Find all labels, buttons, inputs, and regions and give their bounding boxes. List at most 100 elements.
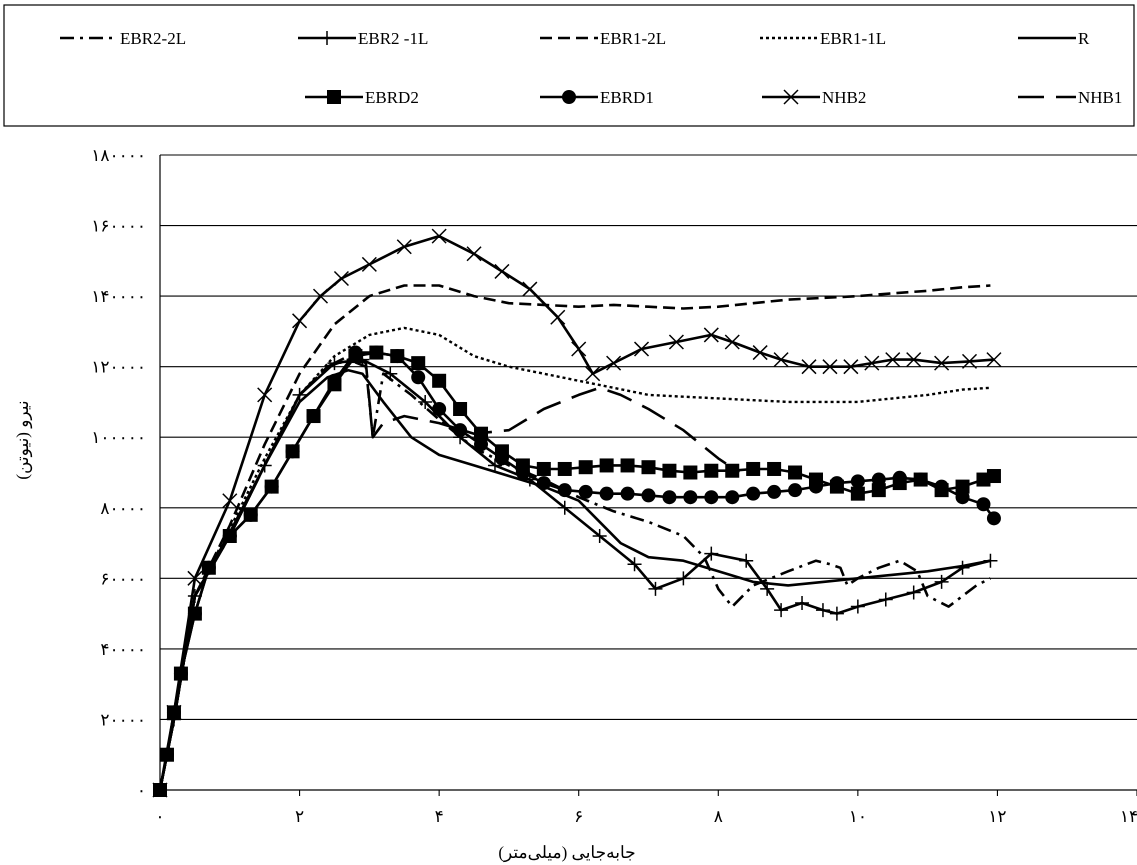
series-line [158,354,740,791]
series-line [158,358,991,791]
data-point [327,373,342,388]
data-point [815,603,830,618]
data-point [431,228,447,244]
data-point [725,490,740,505]
data-point [788,465,803,480]
data-point [571,341,587,357]
data-point [557,500,572,515]
data-point [850,486,865,501]
legend-entry: EBR2-2L [60,29,186,48]
series-r [158,368,991,791]
data-point [801,359,817,375]
data-point [683,465,698,480]
data-point [871,472,886,487]
data-point [333,270,349,287]
legend-label: EBRD2 [365,88,419,107]
data-point [767,484,782,499]
series-line [158,284,991,791]
data-point [676,571,691,586]
data-point [808,479,823,494]
data-point [850,474,865,489]
data-point [536,476,551,491]
y-tick-label: ۶۰۰۰۰ [100,569,146,588]
legend-label: R [1078,29,1090,48]
gridlines [160,154,1137,720]
data-point [795,596,810,611]
legend-label: EBR1-1L [820,29,886,48]
data-point [264,479,279,494]
legend-entry: EBR2 -1L [298,29,428,48]
legend-label: EBR2 -1L [358,29,428,48]
x-tick-label: ۶ [574,807,583,826]
x-tick-label: ۱۲ [988,807,1006,826]
legend-marker [320,31,334,45]
data-point [871,483,886,498]
data-point [312,288,329,304]
data-point [453,423,468,438]
y-axis-title: نیرو (نیوتن) [13,400,33,479]
data-point [662,463,677,478]
legend-label: NHB2 [822,88,866,107]
data-point [306,409,321,424]
legend-marker [783,89,799,105]
data-point [955,479,970,494]
data-point [578,460,593,475]
axes: ۰ ۲۰۰۰۰ ۴۰۰۰۰ ۶۰۰۰۰ ۸۰۰۰۰ ۱۰۰۰۰۰ ۱۲۰۰۰۰ ۱۴۰۰۰۰ ۱… [91,146,1137,826]
legend-label: EBR1-2L [600,29,666,48]
x-tick-label: ۰ [155,807,164,826]
data-point [494,263,510,279]
data-point [955,490,970,505]
data-point [592,529,607,543]
series-line [158,368,991,791]
data-point [418,394,433,409]
y-tick-label: ۸۰۰۰۰ [100,499,146,518]
y-tick-label: ۲۰۰۰۰ [100,710,146,729]
data-point [864,355,880,371]
data-point [662,490,677,505]
data-point [599,458,614,473]
series-ebr1-2l [158,284,991,791]
data-point [453,402,468,416]
series-ebr2-1l [153,352,998,797]
data-point [767,461,782,476]
data-point [432,373,447,388]
data-point [703,327,719,343]
data-point [474,437,489,452]
data-point [934,574,949,589]
data-point [906,585,921,600]
data-point [829,476,844,491]
x-tick-label: ۸ [714,807,723,826]
data-point [752,345,768,361]
data-point [885,352,901,368]
legend: EBR2-2L EBR2 -1L EBR1-2L EBR1-1L R EBRD2 EBRD1… [3,4,1135,127]
data-point [843,359,859,375]
data-point [878,592,893,607]
data-point [704,463,719,478]
data-point [515,465,530,480]
legend-entry: EBRD2 [305,88,419,107]
data-point [704,546,719,561]
x-axis-title: جابه‌جایی (میلی‌متر) [498,843,635,863]
series-nhb2 [152,228,1002,798]
data-point [961,353,978,369]
y-tick-label: ۱۸۰۰۰۰ [91,146,146,165]
legend-box [3,4,1135,127]
data-point [976,497,991,512]
data-point [913,472,928,487]
data-point [829,606,844,621]
data-point [850,599,865,614]
data-point [892,470,907,485]
data-point [557,483,572,498]
series-ebr2-2l [158,358,991,791]
data-point [934,479,949,494]
legend-entry: R [1018,29,1090,48]
data-point [361,256,377,272]
data-point [668,334,684,350]
plot-area: ۰ ۲۰۰۰۰ ۴۰۰۰۰ ۶۰۰۰۰ ۸۰۰۰۰ ۱۰۰۰۰۰ ۱۲۰۰۰۰ ۱۴۰۰۰۰ ۱… [91,146,1137,826]
data-point [599,486,614,501]
y-tick-label: ۱۲۰۰۰۰ [91,358,146,377]
y-tick-label: ۱۴۰۰۰۰ [91,287,146,306]
data-point [222,493,238,509]
data-point [432,402,447,416]
series-line [158,351,995,791]
